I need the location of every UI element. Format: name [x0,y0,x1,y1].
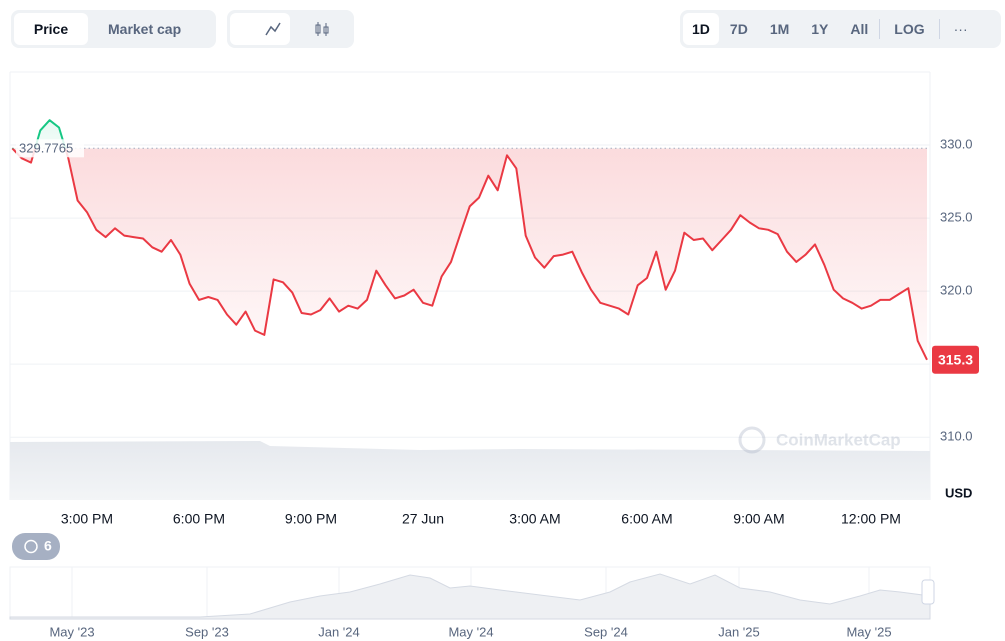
navigator-handle[interactable] [921,579,935,605]
navigator-label: May '23 [49,624,94,639]
line-button[interactable] [230,13,290,45]
line-icon [265,22,281,36]
plot: 329.7765 [11,119,930,361]
volume-area [10,441,930,500]
y-tick-label: 310.0 [940,429,973,444]
x-tick-label: 9:00 PM [285,511,337,527]
x-tick-label: 27 Jun [402,511,444,527]
navigator-separators [71,567,870,619]
x-tick-label: 6:00 PM [173,511,225,527]
tab[interactable]: Price [14,13,88,45]
candle-button[interactable] [290,13,350,45]
y-tick-label: 330.0 [940,136,973,151]
candle-icon [315,22,329,36]
x-tick-label: 3:00 PM [61,511,113,527]
navigator-frame [9,566,931,620]
range-button[interactable]: All [850,21,869,37]
last-price-badge [932,345,979,374]
navigator-label: Jan '25 [718,624,760,639]
history-icon [24,539,38,554]
y-tick-label: 325.0 [940,210,973,225]
x-tick-label: 9:00 AM [733,511,784,527]
navigator-label: May '25 [846,624,891,639]
baseline-label-bg [16,139,84,158]
x-tick-label: 12:00 PM [841,511,901,527]
unit-label: USD [945,485,972,500]
y-tick-label: 320.0 [940,283,973,298]
y-tick-label: 315.0 [940,356,973,371]
history-badge[interactable] [12,533,60,560]
range-button[interactable]: 1D [683,13,719,45]
more-button[interactable]: ··· [953,21,968,37]
watermark-text: CoinMarketCap [776,430,901,449]
navigator-label: Jan '24 [318,624,360,639]
navigator-label: May '24 [448,624,493,639]
chart-type-group [227,10,354,48]
watermark-logo [738,426,766,454]
navigator-area [9,573,931,620]
range-button[interactable]: 1Y [811,21,829,37]
x-tick-label: 3:00 AM [509,511,560,527]
range-button[interactable]: 1M [769,21,790,37]
navigator-axis: May '23 Sep '23 Jan '24 May '24 Sep '24 Jan '… [49,624,891,639]
history-count: 6 [44,538,52,554]
watermark: CoinMarketCap [738,426,901,454]
area-fill [12,120,928,360]
x-tick-label: 6:00 AM [621,511,672,527]
separator [938,19,940,39]
price-line [11,119,928,361]
navigator-label: Sep '24 [584,624,628,639]
tab-group: Price Market cap [11,10,216,48]
baseline-label: 329.7765 [19,141,73,156]
grid [10,144,930,438]
range-group: 1D 7D 1M 1Y All LOG ··· [680,10,1001,48]
last-price-label: 315.3 [938,351,973,367]
log-button[interactable]: LOG [894,21,925,37]
separator [879,19,881,39]
navigator-label: Sep '23 [185,624,229,639]
tab[interactable]: Market cap [108,21,182,37]
range-button[interactable]: 7D [729,21,748,37]
